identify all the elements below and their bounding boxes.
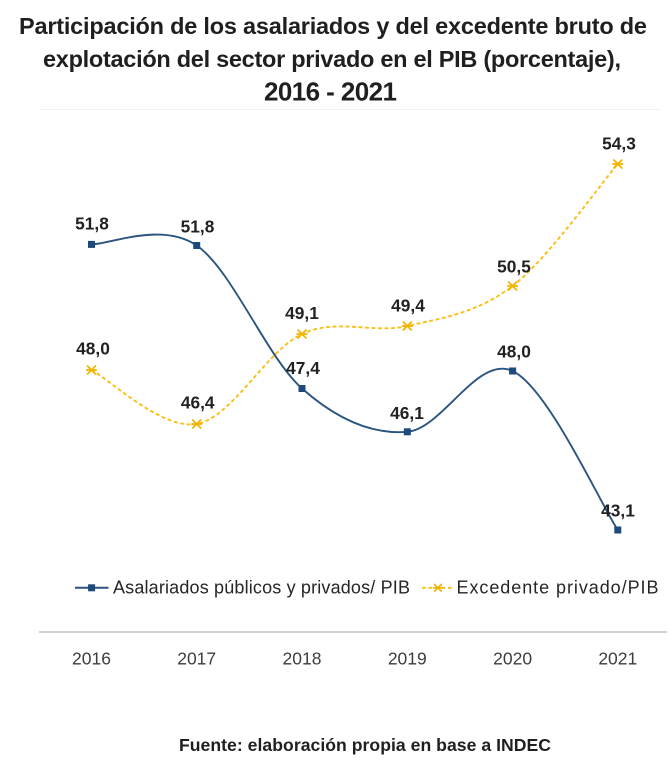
svg-text:54,3: 54,3 xyxy=(602,134,636,154)
svg-text:51,8: 51,8 xyxy=(75,214,109,234)
svg-text:explotación del sector privado: explotación del sector privado en el PIB… xyxy=(43,46,621,72)
svg-text:2020: 2020 xyxy=(493,648,532,668)
svg-text:46,4: 46,4 xyxy=(181,393,215,413)
svg-text:Asalariados públicos y privado: Asalariados públicos y privados/ PIB xyxy=(113,578,410,598)
svg-text:48,0: 48,0 xyxy=(497,342,531,362)
svg-text:2016: 2016 xyxy=(72,648,111,668)
svg-text:43,1: 43,1 xyxy=(601,501,635,521)
svg-text:50,5: 50,5 xyxy=(497,257,531,277)
svg-text:51,8: 51,8 xyxy=(181,217,215,237)
svg-text:48,0: 48,0 xyxy=(76,339,110,359)
svg-text:2017: 2017 xyxy=(177,648,216,668)
svg-text:46,1: 46,1 xyxy=(390,403,424,423)
svg-text:2018: 2018 xyxy=(283,648,322,668)
svg-text:49,4: 49,4 xyxy=(391,296,425,316)
svg-text:2016 - 2021: 2016 - 2021 xyxy=(264,76,397,106)
svg-text:49,1: 49,1 xyxy=(285,303,319,323)
svg-text:2019: 2019 xyxy=(388,648,427,668)
svg-text:47,4: 47,4 xyxy=(286,358,320,378)
svg-text:Fuente: elaboración propia en: Fuente: elaboración propia en base a IND… xyxy=(179,735,551,755)
svg-text:Participación de los asalariad: Participación de los asalariados y del e… xyxy=(19,13,647,39)
svg-text:2021: 2021 xyxy=(598,648,637,668)
svg-text:Excedente privado/PIB: Excedente privado/PIB xyxy=(457,578,659,598)
